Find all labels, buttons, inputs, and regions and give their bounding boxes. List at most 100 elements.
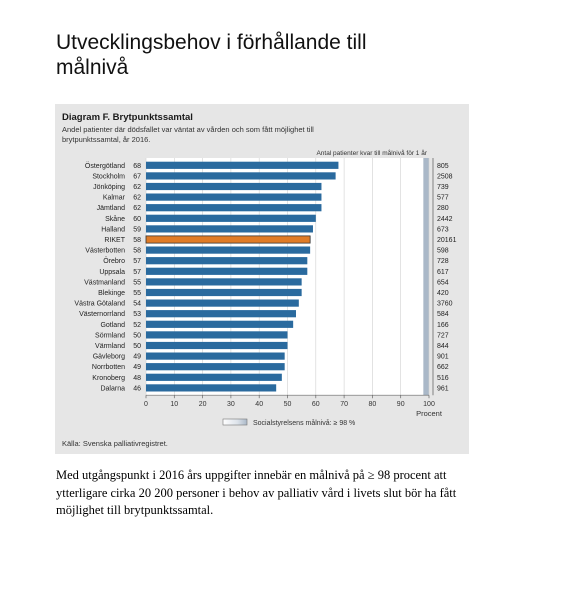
- count-label: 662: [437, 364, 449, 371]
- value-label: 57: [133, 269, 141, 276]
- value-label: 62: [133, 195, 141, 202]
- count-label: 598: [437, 248, 449, 255]
- bar: [146, 161, 339, 169]
- value-label: 55: [133, 279, 141, 286]
- bar: [146, 363, 285, 371]
- bar: [146, 384, 277, 392]
- category-label: Kalmar: [103, 195, 126, 202]
- body-paragraph: Med utgångspunkt i 2016 års uppgifter in…: [56, 468, 457, 517]
- category-label: Blekinge: [98, 290, 125, 297]
- slide-title: Utvecklingsbehov i förhållande till måln…: [56, 31, 367, 79]
- value-label: 58: [133, 237, 141, 244]
- count-label: 728: [437, 258, 449, 265]
- bar: [146, 331, 288, 339]
- value-label: 68: [133, 163, 141, 170]
- x-tick-label: 0: [144, 401, 148, 408]
- value-label: 48: [133, 375, 141, 382]
- count-label: 2442: [437, 216, 453, 223]
- bar: [146, 320, 294, 328]
- bar: [146, 172, 336, 180]
- bar: [146, 204, 322, 212]
- legend-label: Socialstyrelsens målnivå: ≥ 98 %: [253, 419, 355, 427]
- bar: [146, 288, 302, 297]
- bar: [146, 193, 322, 201]
- bar: [146, 182, 322, 191]
- value-label: 46: [133, 385, 141, 392]
- legend-swatch: [222, 418, 248, 426]
- value-label: 52: [133, 322, 141, 329]
- value-label: 55: [133, 290, 141, 297]
- x-tick-label: 30: [227, 401, 235, 408]
- category-label: Stockholm: [92, 173, 125, 180]
- count-label: 961: [437, 385, 449, 392]
- bar: [146, 257, 308, 265]
- count-label: 673: [437, 226, 449, 233]
- bar: [146, 214, 316, 222]
- count-label: 654: [437, 279, 449, 286]
- x-tick-label: 40: [255, 401, 263, 408]
- category-label: Värmland: [95, 343, 125, 350]
- x-tick-label: 60: [312, 401, 320, 408]
- count-label: 166: [437, 322, 449, 329]
- category-label: Uppsala: [99, 269, 125, 276]
- count-label: 901: [437, 354, 449, 361]
- count-label: 739: [437, 184, 449, 191]
- chart-subtitle-line-1: Andel patienter där dödsfallet var vänta…: [62, 125, 314, 134]
- category-label: Västernorrland: [79, 311, 125, 318]
- count-label: 3760: [437, 301, 453, 308]
- category-label: Västerbotten: [85, 248, 125, 255]
- chart-panel: Diagram F. Brytpunktssamtal Andel patien…: [55, 104, 469, 454]
- category-label: Västra Götaland: [74, 301, 125, 308]
- count-label: 617: [437, 269, 449, 276]
- count-label: 516: [437, 375, 449, 382]
- category-label: RIKET: [104, 237, 125, 244]
- value-label: 60: [133, 216, 141, 223]
- count-label: 280: [437, 205, 449, 212]
- category-label: Örebro: [103, 257, 125, 265]
- value-label: 58: [133, 248, 141, 255]
- category-label: Jönköping: [93, 184, 125, 191]
- category-label: Östergötland: [85, 162, 125, 170]
- x-tick-label: 90: [397, 401, 405, 408]
- bar-chart: Diagram F. Brytpunktssamtal Andel patien…: [62, 112, 457, 448]
- category-label: Västmanland: [84, 279, 125, 286]
- bar: [146, 299, 299, 307]
- value-label: 67: [133, 173, 141, 180]
- bar: [145, 235, 311, 244]
- value-label: 62: [133, 184, 141, 191]
- value-label: 53: [133, 311, 141, 318]
- category-label: Norrbotten: [92, 364, 125, 371]
- count-label: 577: [437, 195, 449, 202]
- category-label: Gävleborg: [93, 354, 125, 361]
- bar: [146, 352, 285, 360]
- bar: [146, 225, 313, 233]
- value-label: 57: [133, 258, 141, 265]
- value-label: 50: [133, 332, 141, 339]
- value-label: 50: [133, 343, 141, 350]
- bar: [146, 373, 282, 381]
- count-label: 2508: [437, 173, 453, 180]
- chart-subtitle-line-2: brytpunktssamtal, år 2016.: [62, 135, 150, 144]
- category-label: Halland: [101, 226, 125, 233]
- category-label: Skåne: [105, 215, 125, 223]
- chart-title: Diagram F. Brytpunktssamtal: [62, 112, 193, 123]
- value-label: 49: [133, 354, 141, 361]
- count-label: 727: [437, 332, 449, 339]
- count-label: 584: [437, 311, 449, 318]
- count-column-header: Antal patienter kvar till målnivå för 1 …: [316, 149, 427, 157]
- category-label: Gotland: [100, 322, 125, 329]
- bar: [146, 267, 308, 275]
- bar: [146, 246, 311, 254]
- category-label: Dalarna: [100, 385, 125, 392]
- count-label: 20161: [437, 237, 457, 244]
- bar: [146, 341, 288, 350]
- value-label: 62: [133, 205, 141, 212]
- x-tick-label: 70: [340, 401, 348, 408]
- count-label: 844: [437, 343, 449, 350]
- bar: [146, 278, 302, 286]
- x-axis-label: Procent: [416, 409, 443, 418]
- chart-source: Källa: Svenska palliativregistret.: [62, 439, 168, 448]
- category-label: Kronoberg: [92, 375, 125, 382]
- x-tick-label: 50: [284, 401, 292, 408]
- value-label: 59: [133, 226, 141, 233]
